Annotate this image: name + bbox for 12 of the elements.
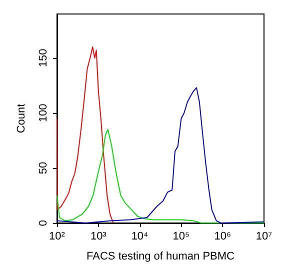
- x-tick-label: 10⁶: [214, 230, 231, 242]
- y-axis-title: Count: [16, 104, 28, 134]
- x-tick-label: 10²: [49, 230, 66, 242]
- x-axis-title: FACS testing of human PBMC: [86, 250, 235, 262]
- y-tick-label: 0: [38, 220, 50, 226]
- y-tick-label: 100: [38, 104, 50, 122]
- y-tick-label: 150: [38, 48, 50, 68]
- x-tick-label: 10⁵: [172, 230, 190, 242]
- x-tick-label: 10⁴: [131, 230, 149, 242]
- x-tick-label: 10³: [90, 230, 107, 242]
- x-tick-label: 10⁷: [256, 230, 272, 242]
- y-tick-label: 50: [38, 162, 50, 174]
